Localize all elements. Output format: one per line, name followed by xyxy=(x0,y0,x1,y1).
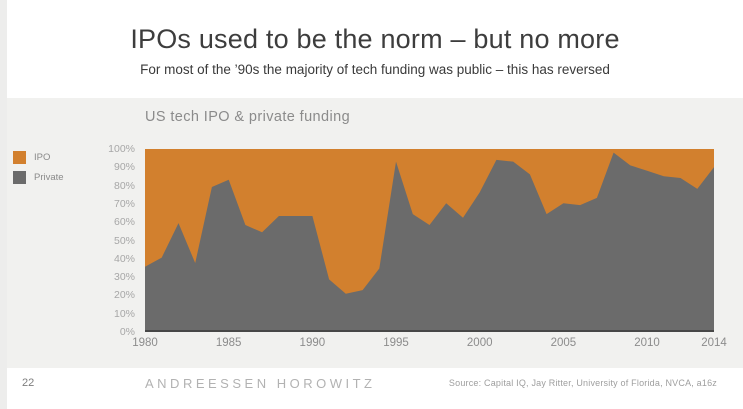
y-tick-label: 70% xyxy=(113,197,135,210)
y-tick-label: 10% xyxy=(113,307,135,320)
andreessen-horowitz-logo: ANDREESSEN HOROWITZ xyxy=(145,376,376,391)
y-tick-label: 60% xyxy=(113,216,135,229)
x-tick-label: 2000 xyxy=(466,337,493,349)
x-tick-label: 1985 xyxy=(215,337,242,349)
source-attribution: Source: Capital IQ, Jay Ritter, Universi… xyxy=(448,378,717,388)
y-tick-label: 90% xyxy=(113,161,135,174)
x-tick-label: 1995 xyxy=(383,337,409,349)
x-axis-labels: 1980 1985 1990 1995 2000 2005 2010 2014 xyxy=(132,337,727,351)
chart-section: US tech IPO & private funding IPO Private… xyxy=(7,98,743,368)
legend-item-private: Private xyxy=(13,170,64,184)
legend-item-ipo: IPO xyxy=(13,150,64,164)
y-axis-labels: 0% 10% 20% 30% 40% 50% 60% 70% 80% 90% 100% xyxy=(99,143,139,338)
slide-subtitle: For most of the ’90s the majority of tec… xyxy=(140,62,610,77)
slide-left-margin xyxy=(0,0,7,409)
x-tick-label: 1980 xyxy=(132,337,158,349)
x-tick-label: 2005 xyxy=(550,337,577,349)
private-area xyxy=(145,152,714,330)
legend-label: Private xyxy=(34,171,64,183)
x-tick-label: 2014 xyxy=(701,337,727,349)
x-tick-label: 1990 xyxy=(299,337,326,349)
legend-label: IPO xyxy=(34,151,51,163)
legend-swatch-ipo xyxy=(13,150,26,164)
slide-footer: 22 ANDREESSEN HOROWITZ Source: Capital I… xyxy=(7,368,743,409)
y-tick-label: 40% xyxy=(113,252,135,265)
stacked-area-plot xyxy=(145,149,714,332)
x-tick-label: 2010 xyxy=(634,337,660,349)
chart-legend: IPO Private xyxy=(13,150,64,190)
y-tick-label: 100% xyxy=(108,143,135,155)
y-tick-label: 50% xyxy=(113,234,135,247)
y-tick-label: 80% xyxy=(113,179,135,192)
y-tick-label: 20% xyxy=(113,289,135,302)
y-tick-label: 0% xyxy=(119,326,135,338)
legend-swatch-private xyxy=(13,170,26,184)
chart-title: US tech IPO & private funding xyxy=(145,109,351,125)
slide-title: IPOs used to be the norm – but no more xyxy=(130,24,620,54)
stacked-area-chart xyxy=(145,149,714,330)
y-tick-label: 30% xyxy=(113,271,135,284)
page-number: 22 xyxy=(22,377,35,389)
title-block: IPOs used to be the norm – but no more F… xyxy=(7,0,743,98)
